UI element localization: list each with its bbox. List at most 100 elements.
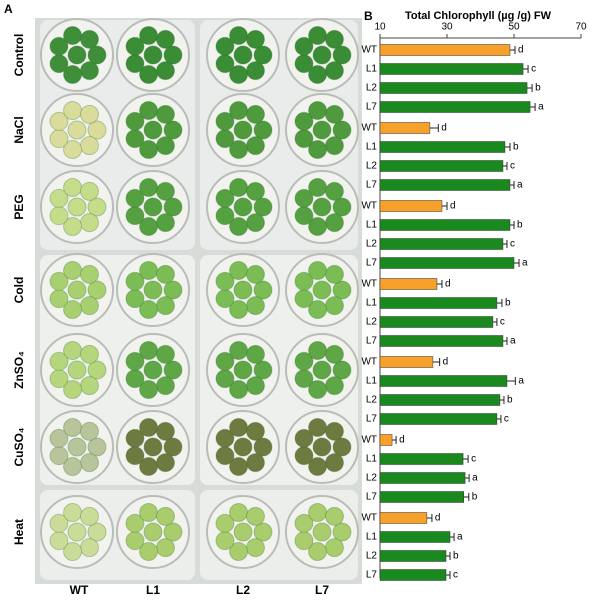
- bar: [379, 491, 464, 503]
- error-bar: [465, 474, 470, 482]
- leaf-disc: [245, 136, 265, 156]
- leaf-disc: [308, 456, 328, 476]
- error-bar: [392, 436, 397, 444]
- leaf-disc: [139, 64, 159, 84]
- category-label: L1: [366, 220, 378, 231]
- error-bar: [441, 202, 448, 210]
- leaf-disc: [215, 289, 235, 309]
- leaf-disc: [294, 54, 314, 74]
- bar: [379, 297, 498, 309]
- bar: [379, 122, 431, 134]
- significance-letter: b: [507, 395, 513, 406]
- bar: [379, 257, 515, 269]
- leaf-disc: [308, 341, 328, 361]
- chart-title: Total Chlorophyll (µg /g) FW: [405, 10, 552, 22]
- leaf-disc: [79, 506, 99, 526]
- category-label: WT: [361, 45, 377, 56]
- leaf-disc: [308, 418, 328, 438]
- leaf-disc: [233, 437, 253, 457]
- leaf-disc: [308, 139, 328, 159]
- leaf-disc: [245, 453, 265, 473]
- leaf-disc: [163, 120, 183, 140]
- leaf-disc: [229, 101, 249, 121]
- leaf-disc: [245, 296, 265, 316]
- leaf-disc: [308, 178, 328, 198]
- treatment-label: NaCl: [12, 116, 26, 143]
- leaf-disc: [49, 289, 69, 309]
- leaf-disc: [79, 538, 99, 558]
- leaf-disc: [294, 513, 314, 533]
- category-label: L7: [366, 102, 378, 113]
- leaf-disc: [308, 379, 328, 399]
- leaf-disc: [163, 360, 183, 380]
- leaf-disc: [294, 531, 314, 551]
- leaf-disc: [233, 45, 253, 65]
- leaf-disc: [324, 296, 344, 316]
- leaf-disc: [324, 538, 344, 558]
- leaf-disc: [63, 503, 83, 523]
- leaf-disc: [229, 216, 249, 236]
- leaf-disc: [155, 181, 175, 201]
- leaf-disc: [139, 26, 159, 46]
- significance-letter: d: [399, 435, 405, 446]
- leaf-disc: [67, 120, 87, 140]
- leaf-disc: [294, 188, 314, 208]
- leaf-disc: [215, 369, 235, 389]
- leaf-disc: [324, 421, 344, 441]
- leaf-disc: [49, 513, 69, 533]
- leaf-disc: [63, 178, 83, 198]
- significance-letter: a: [457, 532, 463, 543]
- bar: [379, 179, 511, 191]
- leaf-disc: [215, 188, 235, 208]
- significance-letter: a: [518, 376, 524, 387]
- treatment-label: Control: [12, 34, 26, 77]
- category-label: L1: [366, 376, 378, 387]
- category-label: L1: [366, 532, 378, 543]
- leaf-disc: [125, 54, 145, 74]
- leaf-disc: [294, 271, 314, 291]
- panel-label: B: [364, 9, 373, 23]
- leaf-disc: [312, 522, 332, 542]
- significance-letter: b: [517, 220, 523, 231]
- leaf-disc: [63, 456, 83, 476]
- leaf-disc: [143, 360, 163, 380]
- leaf-disc: [229, 261, 249, 281]
- leaf-disc: [125, 111, 145, 131]
- category-label: L7: [366, 492, 378, 503]
- leaf-disc: [139, 261, 159, 281]
- leaf-disc: [63, 216, 83, 236]
- x-tick-label: 50: [508, 22, 520, 33]
- leaf-disc: [215, 271, 235, 291]
- category-label: WT: [361, 123, 377, 134]
- leaf-disc: [79, 344, 99, 364]
- leaf-disc: [79, 181, 99, 201]
- leaf-disc: [63, 418, 83, 438]
- bar: [379, 434, 393, 446]
- leaf-disc: [79, 376, 99, 396]
- error-bar: [436, 280, 443, 288]
- bar: [379, 335, 504, 347]
- significance-letter: b: [535, 83, 541, 94]
- leaf-disc: [229, 541, 249, 561]
- leaf-disc: [245, 506, 265, 526]
- significance-letter: d: [518, 45, 524, 56]
- bar: [379, 550, 447, 562]
- leaf-disc: [87, 280, 107, 300]
- error-bar: [506, 377, 516, 385]
- leaf-disc: [155, 421, 175, 441]
- leaf-disc: [245, 538, 265, 558]
- leaf-disc: [215, 351, 235, 371]
- leaf-disc: [308, 64, 328, 84]
- genotype-label: L7: [315, 583, 329, 597]
- leaf-disc: [294, 369, 314, 389]
- bar: [379, 82, 528, 94]
- significance-letter: a: [510, 336, 516, 347]
- leaf-disc: [155, 61, 175, 81]
- leaf-disc: [312, 197, 332, 217]
- leaf-disc: [233, 360, 253, 380]
- significance-letter: a: [472, 473, 478, 484]
- leaf-disc: [49, 351, 69, 371]
- category-label: L2: [366, 395, 378, 406]
- leaf-disc: [324, 104, 344, 124]
- error-bar: [504, 143, 511, 151]
